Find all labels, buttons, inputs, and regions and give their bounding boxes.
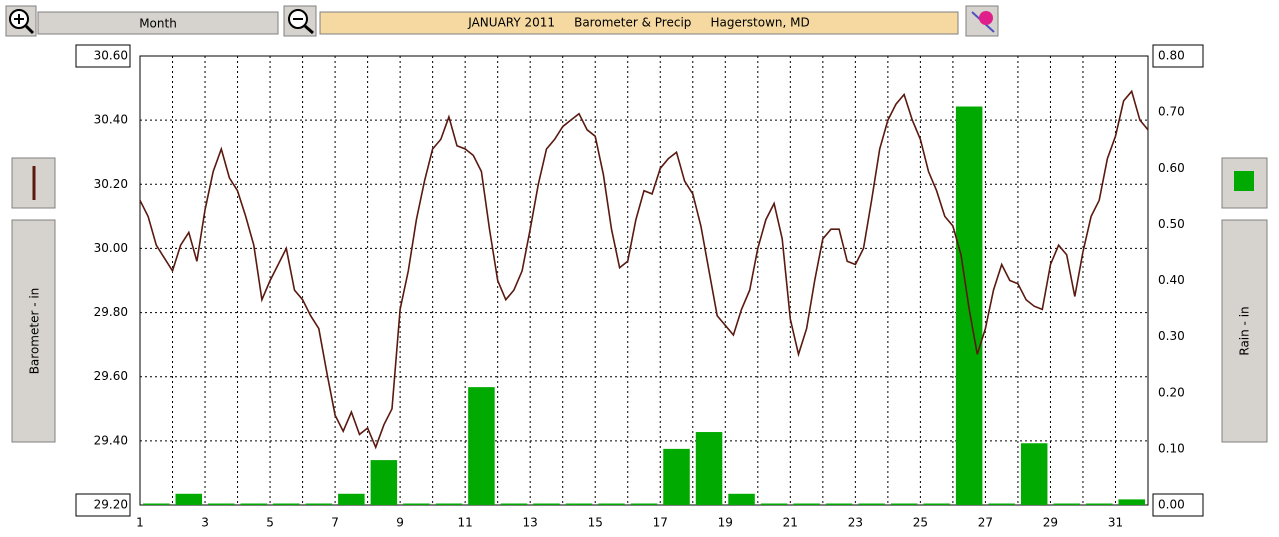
y-tick-box	[75, 44, 131, 68]
x-tick-label: 11	[458, 516, 473, 530]
rain-bar	[695, 432, 723, 505]
rain-bar	[728, 493, 755, 505]
rain-bar	[435, 503, 463, 505]
x-tick-label: 29	[1043, 516, 1058, 530]
rain-bar	[533, 503, 560, 505]
rain-bar	[890, 503, 918, 505]
y2-tick-label: 0.70	[1158, 105, 1185, 119]
rain-bar	[923, 503, 950, 505]
rain-bar	[338, 493, 365, 505]
x-tick-label: 7	[331, 516, 339, 530]
rain-bar	[988, 503, 1015, 505]
y2-tick-label: 0.50	[1158, 217, 1185, 231]
y2-tick-label: 0.40	[1158, 273, 1185, 287]
rain-bar	[630, 503, 658, 505]
y-axis-button[interactable]	[11, 219, 56, 443]
x-tick-label: 27	[978, 516, 993, 530]
y2-tick-label: 0.00	[1158, 498, 1185, 512]
x-tick-label: 1	[136, 516, 144, 530]
y-axis-label: Barometer - in	[28, 288, 42, 375]
rain-bar	[305, 503, 333, 505]
x-tick-label: 13	[523, 516, 538, 530]
y2-tick-label: 0.10	[1158, 441, 1185, 455]
rain-bar	[858, 503, 885, 505]
y2-tick-box	[1152, 44, 1204, 68]
x-tick-label: 31	[1108, 516, 1123, 530]
rain-bar	[500, 503, 528, 505]
y-tick-label: 30.60	[94, 49, 128, 63]
y2-axis-label: Rain - in	[1238, 306, 1252, 355]
x-tick-label: 9	[396, 516, 404, 530]
y-tick-label: 29.40	[94, 433, 128, 447]
x-tick-label: 25	[913, 516, 928, 530]
y-tick-label: 29.60	[94, 369, 128, 383]
period-button[interactable]	[37, 11, 279, 35]
print-button[interactable]	[965, 5, 999, 37]
x-tick-label: 3	[201, 516, 209, 530]
rain-bar	[143, 503, 170, 505]
period-label: Month	[139, 17, 177, 31]
x-tick-label: 23	[848, 516, 863, 530]
rain-bar	[240, 503, 268, 505]
y-tick-label: 29.80	[94, 305, 128, 319]
y-tick-label: 30.00	[94, 241, 128, 255]
rain-bar	[1118, 499, 1145, 505]
y2-tick-label: 0.80	[1158, 49, 1185, 63]
y2-axis-button[interactable]	[1221, 219, 1268, 443]
y2-tick-label: 0.60	[1158, 161, 1185, 175]
x-tick-label: 5	[266, 516, 274, 530]
bar-series-button[interactable]	[1221, 157, 1268, 209]
y2-tick-label: 0.30	[1158, 329, 1185, 343]
chart-title: JANUARY 2011 Barometer & Precip Hagersto…	[467, 16, 809, 30]
rain-bar	[370, 460, 398, 505]
rain-bar	[1020, 443, 1048, 505]
x-tick-label: 17	[653, 516, 668, 530]
zoom-in-button[interactable]	[5, 5, 37, 37]
barometer-line	[139, 89, 1149, 450]
x-tick-label: 15	[588, 516, 603, 530]
rain-bar	[663, 448, 690, 505]
rain-bar	[825, 503, 853, 505]
x-tick-label: 21	[783, 516, 798, 530]
title-box	[319, 11, 959, 35]
x-tick-label: 19	[718, 516, 733, 530]
y-tick-label: 29.20	[94, 498, 128, 512]
y-tick-box	[75, 493, 131, 517]
rain-bar	[403, 503, 430, 505]
rain-bar	[793, 503, 820, 505]
y-tick-label: 30.40	[94, 113, 128, 127]
rain-bar	[598, 503, 625, 505]
rain-bar	[565, 503, 593, 505]
rain-bar	[273, 503, 300, 505]
zoom-out-button[interactable]	[283, 5, 317, 37]
rain-bar	[1053, 503, 1080, 505]
y2-tick-box	[1152, 493, 1204, 517]
y2-tick-label: 0.20	[1158, 385, 1185, 399]
y-tick-label: 30.20	[94, 177, 128, 191]
line-series-button[interactable]	[11, 157, 56, 209]
rain-bar	[1085, 503, 1113, 505]
rain-bar	[208, 503, 235, 505]
rain-bar	[175, 493, 203, 505]
rain-bar	[468, 387, 495, 505]
rain-bar	[760, 503, 788, 505]
